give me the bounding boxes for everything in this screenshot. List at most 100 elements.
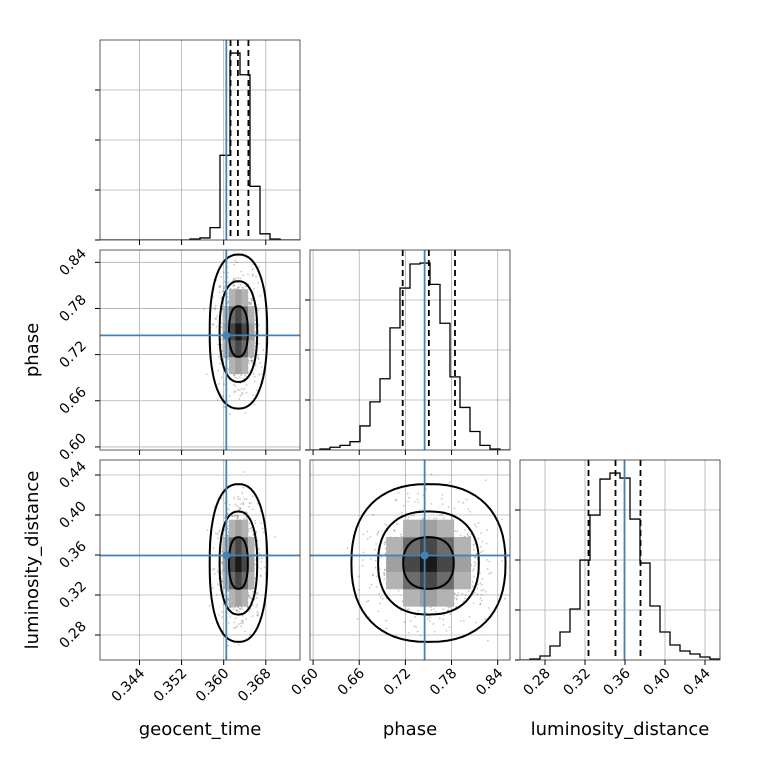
scatter-point — [356, 618, 359, 620]
scatter-point — [245, 516, 248, 519]
scatter-point — [234, 385, 237, 388]
scatter-point — [484, 617, 487, 620]
scatter-point — [237, 388, 239, 391]
scatter-point — [477, 522, 480, 524]
scatter-point — [214, 308, 217, 311]
scatter-point — [479, 602, 482, 605]
density-cell — [453, 571, 472, 590]
scatter-point — [442, 517, 445, 520]
scatter-point — [251, 604, 254, 607]
scatter-point — [416, 498, 419, 501]
density-cell — [420, 537, 438, 555]
scatter-point — [248, 360, 250, 362]
scatter-point — [248, 506, 251, 508]
density-cell — [453, 554, 472, 572]
scatter-point — [229, 616, 232, 618]
scatter-point — [256, 614, 259, 617]
scatter-point — [375, 586, 378, 588]
scatter-point — [346, 547, 349, 550]
scatter-point — [474, 621, 477, 624]
scatter-point — [480, 545, 482, 548]
scatter-point — [220, 276, 223, 279]
scatter-point — [361, 565, 364, 567]
scatter-point — [239, 395, 242, 397]
scatter-point — [240, 270, 243, 273]
scatter-point — [236, 606, 239, 609]
scatter-point — [251, 299, 254, 302]
scatter-point — [215, 593, 218, 596]
scatter-point — [227, 513, 229, 516]
scatter-point — [227, 527, 229, 530]
scatter-point — [206, 529, 209, 532]
truth-marker-geocent-time-luminosity-distance — [222, 551, 231, 560]
density-cell — [228, 554, 236, 572]
scatter-point — [408, 632, 410, 634]
scatter-point — [226, 598, 229, 600]
scatter-point — [234, 259, 237, 262]
scatter-point — [383, 574, 386, 577]
truth-marker-geocent-time-phase — [222, 331, 231, 340]
histogram-phase — [305, 249, 511, 455]
scatter-point — [251, 529, 254, 532]
density-cell — [403, 537, 421, 555]
density-cell — [386, 571, 404, 590]
scatter-point — [432, 623, 435, 625]
scatter-point — [237, 515, 240, 518]
scatter-point — [216, 399, 219, 401]
scatter-point — [456, 594, 459, 597]
contour-geocent-time-luminosity-distance-2 — [208, 483, 269, 643]
scatter-point — [250, 359, 253, 362]
scatter-point — [472, 602, 475, 604]
scatter-point — [443, 614, 445, 616]
scatter-point — [384, 541, 386, 544]
scatter-point — [473, 549, 475, 551]
scatter-point — [245, 391, 248, 394]
x-axis-label-phase: phase — [383, 719, 437, 740]
scatter-point — [407, 516, 410, 518]
scatter-point — [475, 525, 478, 528]
scatter-point — [241, 388, 244, 390]
scatter-point — [250, 297, 252, 300]
scatter-point — [241, 621, 244, 624]
histogram-step-luminosity-distance — [520, 472, 720, 660]
scatter-point — [366, 538, 369, 540]
scatter-point — [384, 523, 387, 526]
scatter-point — [236, 625, 238, 628]
scatter-point — [223, 516, 226, 519]
scatter-point — [218, 529, 221, 531]
scatter-point — [430, 609, 432, 611]
scatter-point — [472, 543, 475, 546]
scatter-point — [447, 606, 450, 608]
scatter-point — [480, 583, 483, 586]
scatter-point — [249, 527, 252, 530]
scatter-point — [484, 591, 487, 593]
scatter-point — [480, 532, 483, 534]
scatter-point — [223, 383, 225, 386]
density-cell — [241, 340, 249, 358]
scatter-point — [258, 557, 260, 560]
scatter-point — [212, 323, 215, 326]
scatter-point — [243, 377, 246, 380]
scatter-point — [487, 607, 490, 609]
density-cell — [403, 554, 421, 572]
scatter-point — [234, 617, 237, 620]
scatter-point — [383, 569, 386, 571]
scatter-point — [429, 616, 431, 619]
scatter-point — [244, 630, 247, 633]
contour-geocent-time-luminosity-distance-1 — [218, 510, 259, 616]
scatter-point — [238, 508, 241, 511]
panel-frame-geocent-time-luminosity-distance — [99, 459, 301, 661]
scatter-point — [474, 562, 477, 565]
scatter-point — [239, 498, 241, 500]
scatter-point — [395, 634, 397, 637]
scatter-point — [221, 616, 224, 618]
scatter-point — [394, 499, 397, 502]
scatter-point — [221, 611, 224, 613]
histogram-luminosity-distance: 0.28 0.32 0.36 0.40 0.44 — [515, 459, 721, 699]
scatter-point — [233, 283, 235, 286]
scatter-point — [239, 284, 242, 286]
scatter-point — [238, 506, 241, 509]
scatter-point — [249, 303, 252, 305]
scatter-point — [383, 573, 386, 575]
scatter-point — [438, 617, 441, 620]
